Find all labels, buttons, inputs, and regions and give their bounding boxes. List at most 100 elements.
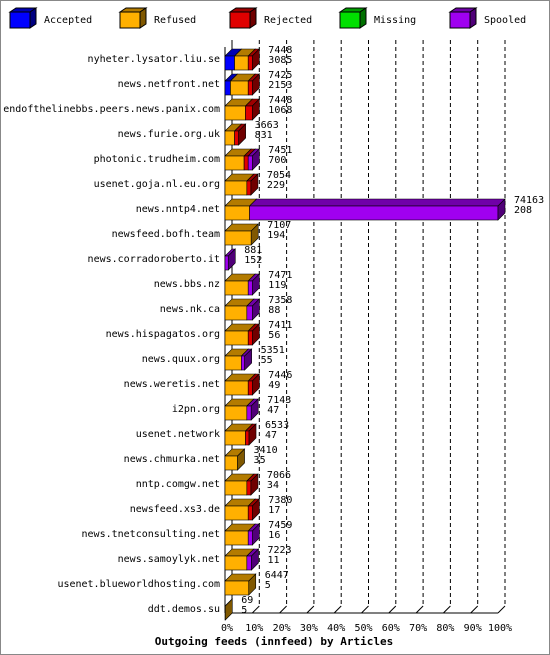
row-label-top: 7380 (268, 495, 292, 506)
bar-side (227, 248, 236, 271)
y-tick-label: usenet.network (136, 429, 220, 440)
x-tick-label: 10% (245, 623, 263, 634)
tick-mark (306, 605, 315, 614)
y-tick-label: nyheter.lysator.liu.se (88, 54, 220, 65)
y-tick-label: ddt.demos.su (148, 604, 220, 615)
x-tick-label: 50% (354, 623, 372, 634)
bar (224, 55, 235, 71)
bar (247, 280, 253, 296)
row-label-top: 7411 (268, 320, 292, 331)
bar-side (252, 273, 260, 296)
bar-side (497, 198, 506, 221)
bar (224, 405, 248, 421)
legend-label: Spooled (484, 15, 526, 26)
bar (247, 155, 253, 171)
bar-side (252, 148, 260, 171)
x-tick-label: 100% (488, 623, 512, 634)
bar (247, 380, 253, 396)
row-label-top: 7358 (268, 295, 292, 306)
row-label-top: 7446 (268, 370, 292, 381)
bar-side (244, 348, 252, 371)
row-label-bottom: 88 (268, 305, 280, 316)
tick-mark (497, 605, 506, 614)
x-tick-label: 0% (221, 623, 233, 634)
legend-swatch (29, 7, 37, 29)
bar (224, 330, 249, 346)
bar (234, 55, 249, 71)
legend-swatch (469, 7, 477, 29)
legend-swatch (229, 11, 251, 29)
legend-swatch (359, 7, 367, 29)
bar-side (237, 448, 245, 471)
row-label-top: 7054 (267, 170, 291, 181)
row-label-top: 7451 (268, 145, 292, 156)
legend-swatch (339, 11, 361, 29)
y-tick-label: news.quux.org (142, 354, 220, 365)
bar (224, 180, 248, 196)
bar (224, 155, 245, 171)
row-label-bottom: 1068 (268, 105, 292, 116)
x-tick-label: 90% (464, 623, 482, 634)
bar (245, 430, 250, 446)
x-tick-label: 80% (436, 623, 454, 634)
x-tick-label: 20% (273, 623, 291, 634)
tick-mark (361, 605, 369, 614)
row-label-top: 3663 (255, 120, 279, 131)
bar-side (252, 498, 260, 521)
bar-side (252, 48, 260, 71)
bar (224, 430, 246, 446)
row-label-bottom: 49 (268, 380, 280, 391)
bar-side (252, 98, 260, 121)
bar (247, 55, 253, 71)
bar (224, 255, 229, 271)
row-label-bottom: 35 (254, 455, 266, 466)
y-tick-label: news.weretis.net (124, 379, 220, 390)
bar (224, 305, 248, 321)
x-tick-label: 40% (327, 623, 345, 634)
bar (246, 555, 252, 571)
y-tick-label: usenet.goja.nl.eu.org (94, 179, 220, 190)
bar (224, 555, 248, 571)
row-label-bottom: 119 (268, 280, 286, 291)
bar (224, 230, 252, 246)
row-label-bottom: 47 (265, 430, 277, 441)
bar (247, 80, 253, 96)
bar (246, 405, 252, 421)
row-label-top: 7425 (268, 70, 292, 81)
bar (247, 330, 253, 346)
tick-mark (388, 605, 397, 614)
y-tick-label: newsfeed.xs3.de (130, 504, 220, 515)
legend-swatch (139, 7, 147, 29)
y-tick-label: news.netfront.net (118, 79, 220, 90)
bar-side (238, 123, 246, 146)
row-label-bottom: 152 (244, 255, 262, 266)
y-tick-label: news.furie.org.uk (118, 129, 220, 140)
row-label-top: 6533 (265, 420, 289, 431)
bar (249, 205, 499, 221)
legend-swatch (449, 11, 471, 29)
row-label-bottom: 2153 (268, 80, 292, 91)
y-tick-label: newsfeed.bofh.team (112, 229, 220, 240)
bar (241, 355, 245, 371)
y-tick-label: nntp.comgw.net (136, 479, 220, 490)
row-label-top: 7066 (267, 470, 291, 481)
y-tick-label: news.chmurka.net (124, 454, 220, 465)
bar (246, 305, 253, 321)
bar-side (250, 398, 259, 421)
x-tick-label: 60% (382, 623, 400, 634)
bar-side (250, 473, 259, 496)
tick-mark (470, 605, 479, 614)
row-label-bottom: 194 (267, 230, 285, 241)
y-tick-label: i2pn.org (172, 404, 220, 415)
row-label-bottom: 229 (267, 180, 285, 191)
bar (245, 105, 253, 121)
row-label-bottom: 56 (268, 330, 280, 341)
row-label-top: 5351 (261, 345, 285, 356)
row-label-top: 7107 (267, 220, 291, 231)
y-tick-label: news.samoylyk.net (118, 554, 220, 565)
row-label-bottom: 16 (268, 530, 280, 541)
bar (224, 580, 250, 596)
row-label-bottom: 700 (268, 155, 286, 166)
